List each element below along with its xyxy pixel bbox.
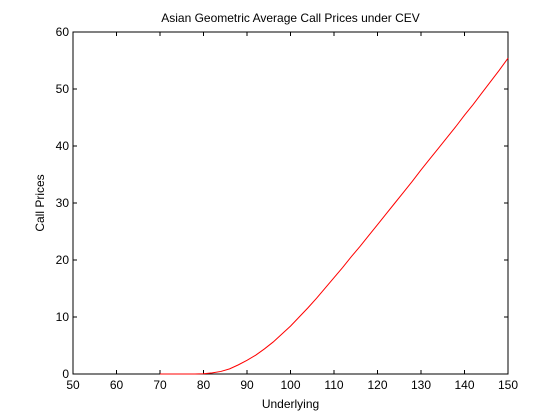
x-tick-label: 140	[454, 378, 474, 392]
y-tick-label: 60	[56, 25, 70, 39]
x-tick-label: 70	[153, 378, 167, 392]
x-tick-label: 120	[367, 378, 387, 392]
x-axis-title: Underlying	[262, 397, 319, 411]
series-line	[160, 57, 509, 375]
x-tick-labels: 50 60 70 80 90 100 110 120 130 140 150	[66, 378, 518, 392]
chart-title: Asian Geometric Average Call Prices unde…	[161, 11, 420, 25]
y-tick-label: 0	[62, 367, 69, 381]
x-tick-label: 150	[498, 378, 518, 392]
series-layer	[160, 57, 509, 375]
y-tick-label: 30	[56, 196, 70, 210]
y-axis-title: Call Prices	[33, 174, 47, 231]
x-tick-label: 110	[324, 378, 343, 392]
y-tick-label: 40	[56, 139, 70, 153]
x-tick-label: 80	[197, 378, 211, 392]
y-tick-label: 20	[56, 253, 70, 267]
axes-box	[72, 31, 509, 375]
x-tick-label: 100	[280, 378, 300, 392]
axis-ticks	[72, 31, 509, 375]
x-tick-label: 90	[240, 378, 254, 392]
x-tick-label: 60	[110, 378, 124, 392]
plot-area	[72, 31, 509, 375]
y-tick-label: 50	[56, 82, 70, 96]
x-tick-label: 50	[66, 378, 80, 392]
x-tick-label: 130	[411, 378, 431, 392]
y-tick-labels: 0 10 20 30 40 50 60	[56, 25, 70, 381]
y-tick-label: 10	[56, 310, 70, 324]
